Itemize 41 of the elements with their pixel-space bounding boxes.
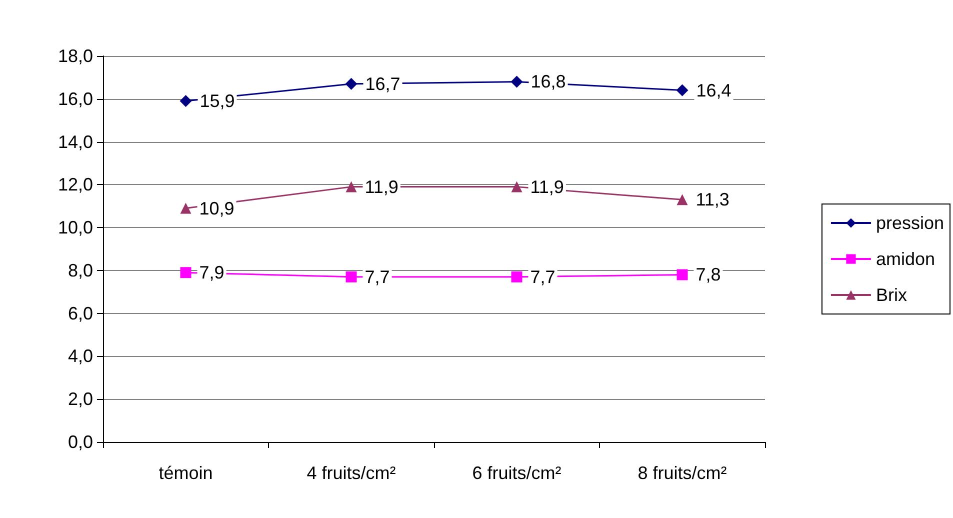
- x-tick-label: 6 fruits/cm²: [472, 463, 562, 483]
- point: [511, 271, 522, 282]
- data-label: 16,7: [365, 74, 400, 94]
- data-label: 16,8: [530, 72, 566, 92]
- data-label: 7,8: [696, 264, 721, 285]
- legend-label: Brix: [876, 285, 907, 305]
- x-tick-label: témoin: [158, 463, 213, 483]
- y-tick-label: 18,0: [58, 46, 93, 66]
- data-label: 7,7: [364, 266, 390, 287]
- legend-label: amidon: [876, 249, 936, 269]
- y-tick-label: 8,0: [68, 260, 93, 280]
- point: [676, 269, 688, 280]
- point: [180, 267, 192, 278]
- y-tick-label: 14,0: [58, 132, 93, 152]
- data-label: 7,9: [199, 262, 224, 283]
- point: [346, 181, 357, 192]
- point: [511, 181, 522, 192]
- x-tick-label: 4 fruits/cm²: [306, 463, 396, 483]
- y-tick-label: 6,0: [68, 303, 93, 324]
- y-tick-label: 0,0: [68, 432, 93, 452]
- data-label: 10,9: [199, 198, 234, 218]
- point: [676, 194, 688, 206]
- point: [676, 84, 688, 96]
- x-tick-label: 8 fruits/cm²: [638, 463, 727, 483]
- point: [345, 78, 358, 90]
- y-tick-label: 10,0: [58, 218, 93, 238]
- legend-label: pression: [876, 213, 944, 233]
- y-tick-label: 4,0: [68, 346, 93, 366]
- point: [346, 271, 357, 282]
- y-tick-label: 16,0: [58, 88, 93, 109]
- data-label: 16,4: [696, 80, 732, 100]
- data-label: 11,3: [696, 190, 730, 210]
- data-label: 11,9: [530, 176, 564, 197]
- point: [180, 95, 192, 108]
- data-label: 15,9: [200, 91, 235, 112]
- y-tick-label: 12,0: [58, 174, 93, 195]
- data-label: 7,7: [530, 266, 556, 287]
- point: [180, 202, 192, 214]
- point: [510, 76, 523, 88]
- y-tick-label: 2,0: [68, 389, 93, 410]
- data-label: 11,9: [364, 176, 398, 197]
